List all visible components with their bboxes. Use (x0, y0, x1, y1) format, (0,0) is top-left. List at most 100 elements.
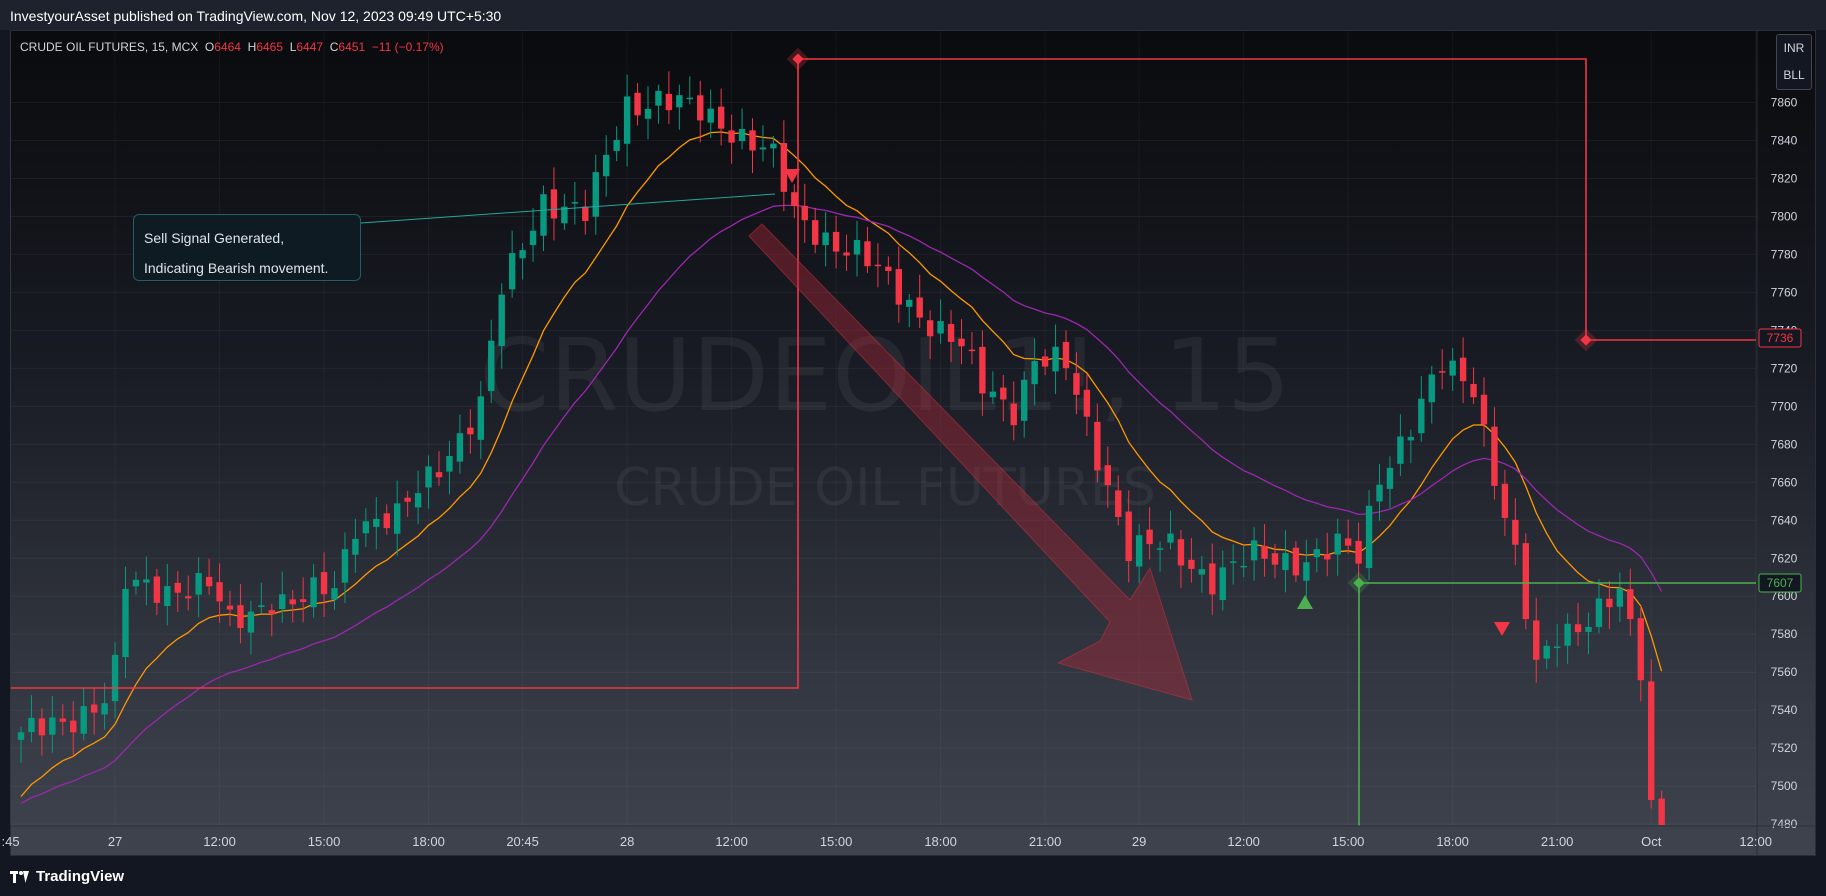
candle-body (717, 106, 725, 129)
candle-body (1010, 403, 1017, 426)
candle-body (1062, 341, 1070, 369)
candle-body (373, 518, 380, 527)
candle-body (1606, 598, 1613, 608)
candle-body (1470, 383, 1477, 398)
candle-body (874, 264, 882, 267)
candle-body (28, 717, 35, 733)
candle-body (1271, 553, 1279, 565)
candle-body (770, 143, 777, 149)
candle-body (185, 596, 192, 599)
price-tick-label: 7560 (1771, 665, 1798, 679)
candle-body (937, 321, 944, 334)
candle-body (947, 324, 955, 342)
candle-body (247, 611, 255, 633)
candle-body (780, 143, 788, 192)
price-tick-label: 7500 (1771, 779, 1798, 793)
price-tick-label: 7640 (1771, 513, 1798, 527)
price-label: 7607 (1767, 576, 1794, 590)
candle-body (968, 349, 976, 352)
candle-body (665, 93, 673, 111)
candle-body (1303, 562, 1310, 581)
candle-body (1355, 540, 1362, 564)
unit-label[interactable]: BLL (1783, 68, 1805, 82)
candle-body (885, 266, 892, 272)
time-tick-label: 27 (108, 834, 122, 849)
candle-body (582, 206, 589, 221)
sell-signal-triangle (784, 169, 800, 183)
candle-body (749, 130, 756, 151)
candle-body (435, 472, 443, 478)
publish-info: InvestyourAsset published on TradingView… (10, 8, 502, 24)
candle-body (122, 588, 129, 658)
candle-body (822, 232, 829, 246)
price-tick-label: 7700 (1771, 399, 1798, 413)
candle-body (1052, 346, 1059, 372)
tradingview-brand[interactable]: TradingView (10, 868, 124, 885)
time-tick-label: 29 (1132, 834, 1146, 849)
candle-body (1344, 538, 1352, 546)
chart-frame[interactable] (10, 30, 1816, 856)
candle-body (1574, 624, 1582, 633)
currency-label[interactable]: INR (1783, 41, 1805, 55)
candle-body (1334, 533, 1341, 555)
high-value: 6465 (256, 40, 284, 54)
candle-body (195, 573, 202, 595)
price-label-box (1758, 328, 1802, 348)
low-value: 6447 (296, 40, 324, 54)
candle-body (456, 433, 464, 462)
candle-body (80, 706, 87, 734)
watermark-main: CRUDEOIL1!, 15 (479, 317, 1290, 434)
bearish-arrow (748, 223, 1193, 701)
time-tick-label: 12:00 (1227, 834, 1260, 849)
candle-body (1135, 535, 1143, 567)
candle-body (237, 605, 244, 629)
candle-body (1219, 567, 1226, 601)
price-tick-label: 7860 (1771, 96, 1798, 110)
watermark-sub: CRUDE OIL FUTURES (614, 458, 1155, 518)
candle-body (550, 189, 558, 219)
time-tick-label: 15:00 (308, 834, 341, 849)
candle-body (477, 396, 484, 440)
candle-body (1512, 519, 1519, 545)
buy-signal-triangle (1297, 595, 1313, 609)
candle-body (832, 231, 840, 252)
candle-body (1637, 618, 1644, 681)
candle-body (17, 732, 25, 740)
candle-body (1177, 539, 1185, 566)
candle-body (1397, 436, 1404, 464)
candle-body (111, 654, 119, 702)
candle-body (613, 139, 620, 151)
callout-connector (360, 193, 776, 224)
time-tick-label: 20:45 (506, 834, 539, 849)
time-tick-label: 18:00 (924, 834, 957, 849)
symbol-name: CRUDE OIL FUTURES, 15, MCX (20, 40, 199, 54)
callout-line-2: Indicating Bearish movement. (144, 260, 329, 276)
sell-signal-callout: Sell Signal Generated, Indicating Bearis… (133, 214, 361, 281)
candle-body (1240, 565, 1247, 568)
change-value: −11 (−0.17%) (371, 40, 444, 54)
price-label-box (1758, 573, 1802, 593)
callout-line-1: Sell Signal Generated, (144, 230, 285, 246)
candle-body (1031, 361, 1038, 385)
candle-body (592, 172, 599, 217)
price-tick-label: 7580 (1771, 627, 1798, 641)
candle-body (1094, 421, 1101, 471)
time-tick-label: 12:00 (715, 834, 748, 849)
time-axis: :45 27 12:00 15:00 18:00 20:45 28 12:00 15:00 18:… (2, 825, 1815, 849)
candle-body (529, 230, 537, 246)
candle-body (90, 704, 98, 713)
time-tick-label: 18:00 (412, 834, 445, 849)
candle-body (1407, 436, 1415, 441)
candle-body (1543, 645, 1550, 659)
currency-unit-box[interactable]: INR BLL (1776, 34, 1812, 90)
candle-body (1564, 623, 1571, 646)
candles (17, 71, 1665, 825)
candle-body (1648, 681, 1655, 800)
candle-body (676, 95, 683, 108)
low-label: L (289, 40, 297, 54)
time-tick-label: 12:00 (203, 834, 236, 849)
candle-body (791, 192, 798, 207)
candle-body (1449, 360, 1456, 376)
candle-body (1428, 374, 1435, 403)
